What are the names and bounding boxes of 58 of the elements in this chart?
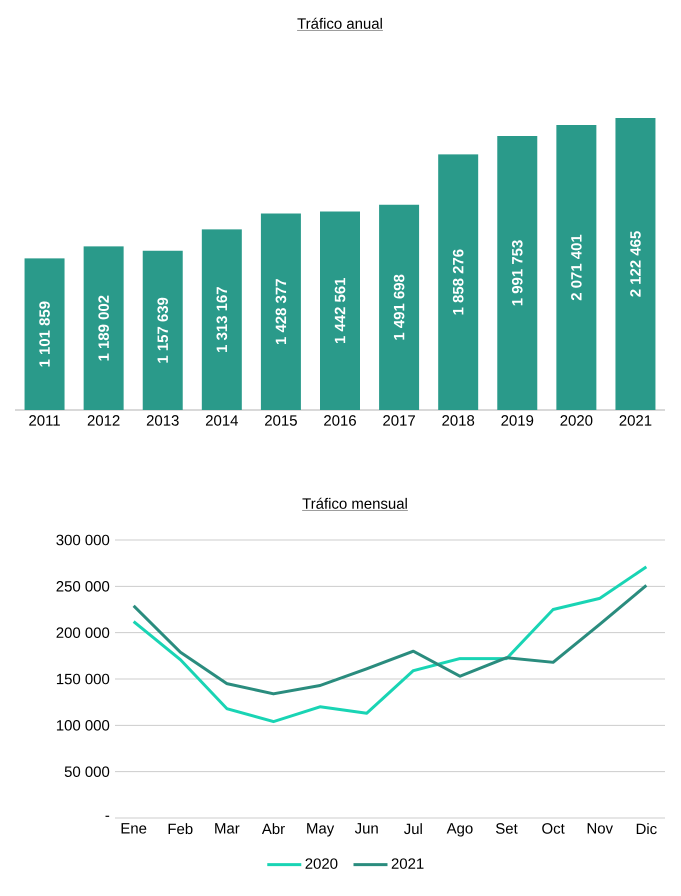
x-tick-label: May: [307, 823, 334, 837]
x-tick-label: 2018: [442, 415, 474, 426]
bar: [615, 118, 656, 410]
bar: [438, 154, 478, 410]
x-tick-label: Abr: [262, 823, 285, 834]
x-tick-label: 2011: [29, 415, 60, 426]
y-tick-label: 200 000: [56, 627, 110, 638]
data-label: 1 313 167: [216, 287, 228, 352]
x-tick-label: 2014: [206, 415, 238, 426]
bar: [260, 213, 301, 410]
data-label: 1 991 753: [512, 240, 523, 306]
bar: [497, 136, 538, 410]
line-series: [132, 584, 648, 696]
x-tick-label: 2015: [265, 415, 297, 426]
legend-label: 2020: [306, 858, 338, 869]
data-label: 2 122 465: [630, 231, 641, 297]
bar: [320, 212, 360, 410]
bar: [142, 250, 183, 410]
x-tick-label: 2016: [324, 415, 356, 426]
x-tick-label: Ago: [446, 823, 473, 837]
x-tick-label: Jun: [354, 823, 378, 834]
x-tick-label: Mar: [215, 823, 240, 834]
data-label: 1 442 561: [334, 278, 346, 344]
data-label: 1 189 002: [98, 296, 109, 361]
data-label: 1 491 698: [394, 274, 404, 340]
chart-title: Tráfico anual: [297, 18, 382, 29]
x-tick-label: Dic: [636, 823, 657, 834]
x-tick-label: Oct: [542, 823, 565, 834]
y-tick-label: -: [106, 816, 110, 817]
x-tick-label: 2013: [146, 415, 179, 426]
y-tick-label: 150 000: [56, 674, 110, 684]
x-tick-label: 2019: [501, 415, 534, 426]
x-tick-label: 2020: [560, 415, 592, 426]
x-tick-label: Jul: [404, 823, 422, 834]
line-series: [132, 565, 648, 724]
bar: [379, 204, 420, 410]
x-tick-label: Feb: [168, 823, 193, 834]
x-tick-label: 2012: [88, 415, 120, 426]
bar: [84, 246, 124, 410]
y-tick-label: 100 000: [56, 720, 110, 731]
data-label: 2 071 401: [571, 234, 582, 300]
data-label: 1 858 276: [452, 249, 464, 314]
bar: [24, 258, 65, 410]
x-tick-label: Nov: [588, 823, 613, 834]
x-tick-label: 2017: [383, 415, 415, 426]
x-tick-label: Ene: [122, 823, 146, 834]
data-label: 1 101 859: [39, 302, 50, 366]
x-tick-label: 2021: [620, 415, 652, 426]
legend-label: 2021: [392, 858, 424, 869]
y-tick-label: 250 000: [56, 581, 110, 592]
bar: [202, 229, 242, 410]
y-tick-label: 50 000: [64, 766, 110, 777]
bar: [556, 125, 596, 410]
y-tick-label: 300 000: [56, 534, 110, 546]
data-label: 1 428 377: [276, 279, 286, 344]
x-tick-label: Set: [496, 823, 518, 834]
data-label: 1 157 639: [157, 298, 168, 363]
chart-title: Tráfico mensual: [302, 498, 407, 509]
